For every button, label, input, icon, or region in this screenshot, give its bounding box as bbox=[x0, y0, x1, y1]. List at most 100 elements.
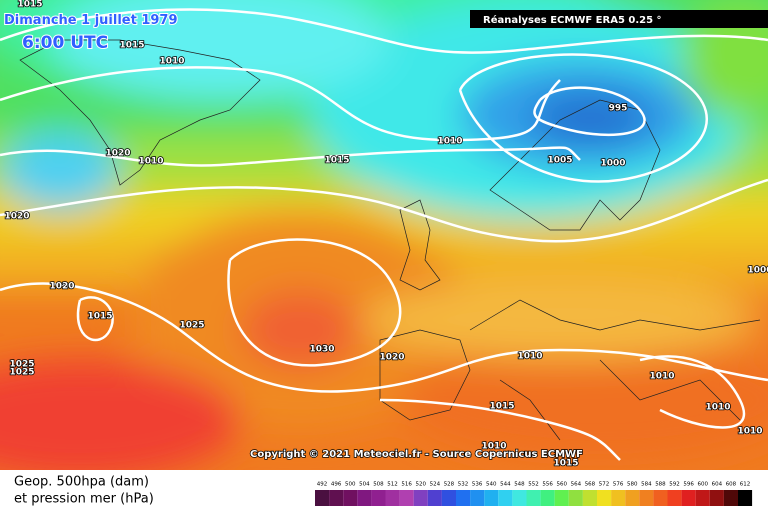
isobar-label: 1010 bbox=[517, 352, 542, 362]
isobar-label: 1020 bbox=[105, 149, 130, 159]
geopotential-field bbox=[0, 0, 768, 480]
scale-label: 536 bbox=[472, 482, 483, 488]
scale-swatch bbox=[568, 490, 583, 506]
scale-label: 572 bbox=[599, 482, 610, 488]
scale-label: 504 bbox=[359, 482, 370, 488]
isobar-label: 1010 bbox=[138, 157, 163, 167]
source: Réanalyses ECMWF ERA5 0.25 ° bbox=[483, 14, 662, 26]
scale-label: 600 bbox=[698, 482, 709, 488]
scale-swatch bbox=[371, 490, 386, 506]
scale-swatch bbox=[554, 490, 569, 506]
scale-label: 548 bbox=[514, 482, 525, 488]
scale-label: 528 bbox=[444, 482, 455, 488]
scale-swatch bbox=[413, 490, 428, 506]
scale-swatch bbox=[315, 490, 330, 506]
coastlines bbox=[19, 39, 761, 441]
scale-swatch bbox=[498, 490, 513, 506]
scale-label: 532 bbox=[458, 482, 469, 488]
isobar-label: 995 bbox=[609, 104, 628, 114]
isobar-label: 1020 bbox=[379, 353, 404, 363]
scale-swatch bbox=[343, 490, 358, 506]
time: 6:00 UTC bbox=[22, 33, 108, 53]
scale-swatch bbox=[709, 490, 724, 506]
scale-label: 588 bbox=[655, 482, 666, 488]
isobar-label: 1015 bbox=[17, 0, 42, 10]
scale-label: 568 bbox=[585, 482, 596, 488]
scale-swatch bbox=[723, 490, 738, 506]
scale-label: 604 bbox=[712, 482, 723, 488]
scale-label: 520 bbox=[416, 482, 427, 488]
legend-line: et pression mer (hPa) bbox=[14, 492, 154, 507]
scale-swatch bbox=[512, 490, 527, 506]
scale-label: 564 bbox=[571, 482, 582, 488]
scale-label: 500 bbox=[345, 482, 356, 488]
scale-swatch bbox=[738, 490, 753, 506]
isobar-label: 1020 bbox=[4, 212, 29, 222]
isobar-label: 1000 bbox=[600, 159, 625, 169]
scale-swatch bbox=[329, 490, 344, 506]
isobar-label: 1015 bbox=[119, 41, 144, 51]
scale-label: 516 bbox=[401, 482, 412, 488]
scale-swatch bbox=[540, 490, 555, 506]
legend-line: Geop. 500hpa (dam) bbox=[14, 475, 149, 490]
scale-swatch bbox=[625, 490, 640, 506]
isobar-label: 1015 bbox=[553, 459, 578, 469]
scale-label: 540 bbox=[486, 482, 497, 488]
copyright: Copyright © 2021 Meteociel.fr - Source C… bbox=[250, 449, 583, 460]
isobar-label: 1020 bbox=[49, 282, 74, 292]
scale-swatch bbox=[441, 490, 456, 506]
isobar-label: 1025 bbox=[179, 321, 204, 331]
scale-swatch bbox=[456, 490, 471, 506]
scale-swatch bbox=[470, 490, 485, 506]
scale-swatch bbox=[681, 490, 696, 506]
scale-swatch bbox=[695, 490, 710, 506]
scale-label: 556 bbox=[542, 482, 553, 488]
scale-swatch bbox=[484, 490, 499, 506]
scale-label: 552 bbox=[528, 482, 539, 488]
scale-swatch bbox=[399, 490, 414, 506]
isobars bbox=[0, 8, 768, 461]
isobar-label: 1010 bbox=[437, 137, 462, 147]
scale-label: 560 bbox=[557, 482, 568, 488]
scale-swatch bbox=[526, 490, 541, 506]
scale-label: 592 bbox=[669, 482, 680, 488]
isobar-label: 1005 bbox=[547, 156, 572, 166]
scale-swatch bbox=[667, 490, 682, 506]
scale-label: 612 bbox=[740, 482, 751, 488]
isobar-label: 1010 bbox=[649, 372, 674, 382]
isobar-label: 1025 bbox=[9, 368, 34, 378]
isobar-label: 1030 bbox=[309, 345, 334, 355]
isobar-label: 1015 bbox=[489, 402, 514, 412]
scale-swatch bbox=[597, 490, 612, 506]
scale-swatch bbox=[357, 490, 372, 506]
isobar-label: 1025 bbox=[9, 360, 34, 370]
date: Dimanche 1 juillet 1979 bbox=[4, 13, 178, 28]
scale-label: 576 bbox=[613, 482, 624, 488]
isobar-label: 1010 bbox=[481, 442, 506, 452]
isobar-label: 1015 bbox=[324, 156, 349, 166]
scale-label: 580 bbox=[627, 482, 638, 488]
scale-label: 496 bbox=[331, 482, 342, 488]
scale-swatch bbox=[582, 490, 597, 506]
scale-label: 596 bbox=[683, 482, 694, 488]
scale-label: 524 bbox=[430, 482, 441, 488]
source-banner bbox=[470, 10, 768, 28]
isobar-label: 1010 bbox=[737, 427, 762, 437]
scale-swatch bbox=[653, 490, 668, 506]
isobar-label: 1015 bbox=[87, 312, 112, 322]
scale-swatch bbox=[611, 490, 626, 506]
scale-label: 492 bbox=[317, 482, 328, 488]
scale-swatch bbox=[385, 490, 400, 506]
scale-swatch bbox=[427, 490, 442, 506]
scale-label: 544 bbox=[500, 482, 511, 488]
scale-label: 512 bbox=[387, 482, 398, 488]
scale-swatch bbox=[639, 490, 654, 506]
scale-label: 608 bbox=[726, 482, 737, 488]
scale-label: 584 bbox=[641, 482, 652, 488]
isobar-label: 1010 bbox=[705, 403, 730, 413]
scale-label: 508 bbox=[373, 482, 384, 488]
isobar-label: 1000 bbox=[747, 266, 768, 276]
isobar-label: 1010 bbox=[159, 57, 184, 67]
